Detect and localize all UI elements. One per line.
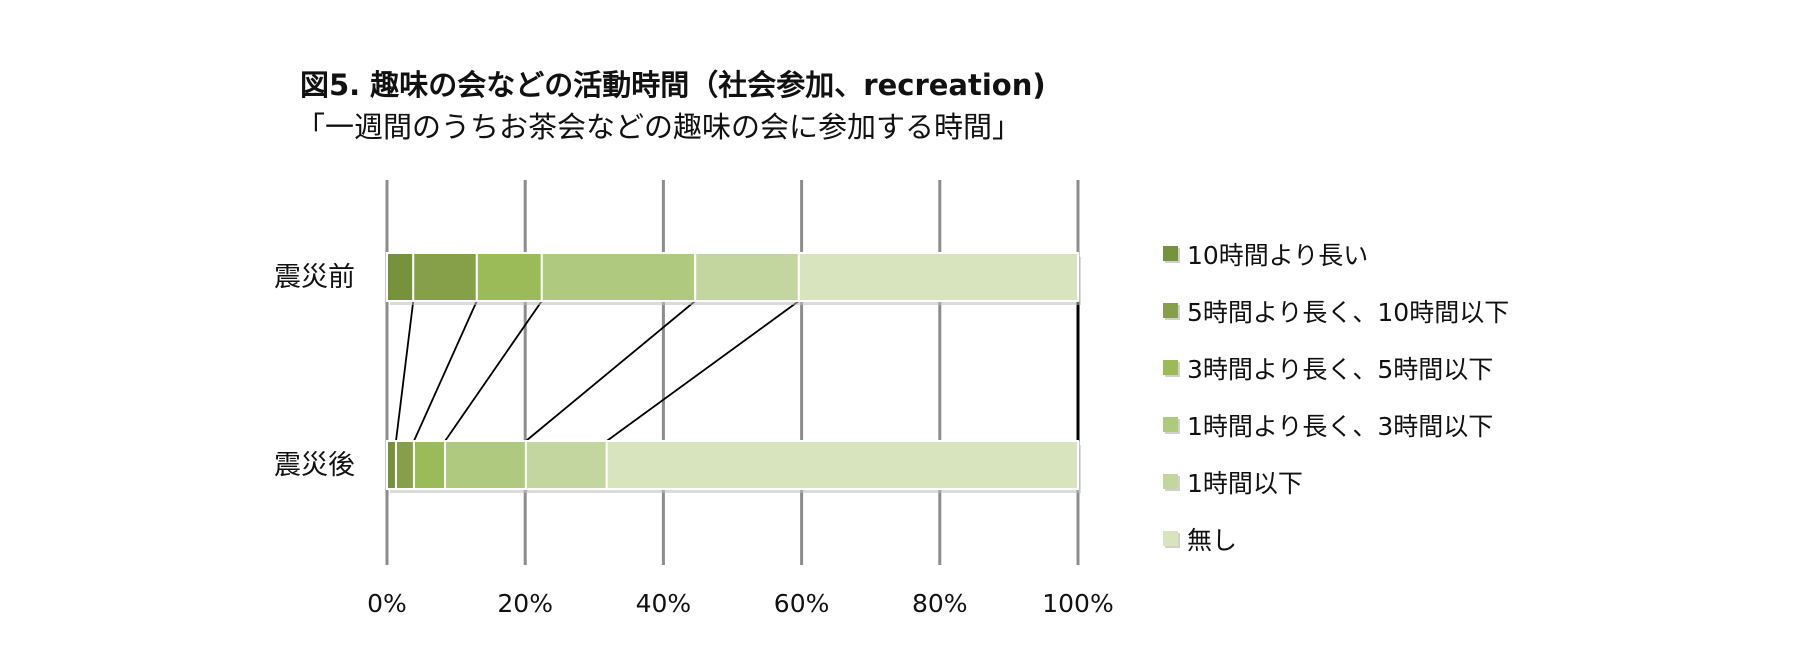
legend: 10時間より長い 5時間より長く、10時間以下 3時間より長く、5時間以下 1時間より… [1163, 225, 1509, 567]
series-line [413, 300, 478, 442]
legend-swatch [1163, 246, 1178, 261]
bar-segment [386, 252, 415, 302]
legend-label: 無し [1187, 525, 1238, 555]
x-tick-label: 60% [774, 589, 830, 618]
legend-item: 1時間以下 [1163, 453, 1509, 510]
chart-title: 図5. 趣味の会などの活動時間（社会参加、recreation) [300, 68, 1046, 102]
bar-segment [694, 252, 800, 302]
legend-label: 1時間以下 [1187, 468, 1303, 498]
series-line [525, 300, 696, 442]
bars [386, 252, 1081, 493]
bar-segment [475, 252, 543, 302]
legend-item: 3時間より長く、5時間以下 [1163, 339, 1509, 396]
bar-segment [605, 440, 1079, 490]
legend-swatch [1163, 360, 1178, 375]
series-line [606, 300, 800, 442]
legend-item: 10時間より長い [1163, 225, 1509, 282]
bar-segment [444, 440, 527, 490]
category-label: 震災後 [274, 450, 355, 481]
bar-segment [412, 440, 447, 490]
legend-swatch [1163, 474, 1178, 489]
legend-item: 5時間より長く、10時間以下 [1163, 282, 1509, 339]
bar-segment [386, 440, 397, 490]
chart-subtitle: 「一週間のうちお茶会などの趣味の会に参加する時間」 [296, 110, 1022, 144]
legend-label: 10時間より長い [1187, 240, 1369, 270]
series-line [395, 300, 415, 442]
bar-segment [394, 440, 415, 490]
legend-swatch [1163, 417, 1178, 432]
bar-segment [797, 252, 1079, 302]
legend-swatch [1163, 303, 1178, 318]
x-tick-label: 40% [636, 589, 692, 618]
gridlines [385, 180, 1080, 565]
series-line [444, 300, 543, 442]
legend-label: 3時間より長く、5時間以下 [1187, 354, 1494, 384]
legend-item: 無し [1163, 510, 1509, 567]
x-tick-label: 100% [1042, 589, 1113, 618]
series-connector-lines [395, 300, 1080, 442]
x-tick-label: 0% [367, 589, 407, 618]
bar-segment [540, 252, 697, 302]
bar-segment [524, 440, 608, 490]
legend-label: 1時間より長く、3時間以下 [1187, 411, 1494, 441]
x-tick-label: 80% [912, 589, 968, 618]
legend-label: 5時間より長く、10時間以下 [1187, 297, 1510, 327]
bar-segment [412, 252, 478, 302]
x-tick-label: 20% [497, 589, 553, 618]
legend-item: 1時間より長く、3時間以下 [1163, 396, 1509, 453]
legend-swatch [1163, 531, 1178, 546]
category-label: 震災前 [274, 262, 355, 293]
